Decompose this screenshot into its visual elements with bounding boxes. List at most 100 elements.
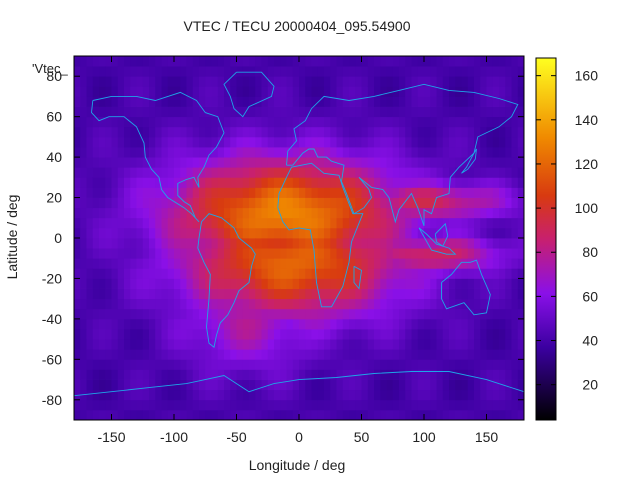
heatmap-cell [511,147,519,158]
heatmap-cell [517,157,525,168]
heatmap-cell [474,329,481,340]
heatmap-cell [192,147,200,158]
heatmap-cell [86,389,94,401]
heatmap-cell [111,258,119,269]
heatmap-cell [386,268,394,279]
heatmap-cell [267,157,275,168]
heatmap-cell [405,308,412,320]
heatmap-cell [161,56,169,67]
heatmap-cell [336,76,344,87]
heatmap-cell [499,136,506,148]
heatmap-cell [361,86,369,97]
heatmap-cell [111,288,119,300]
heatmap-cell [417,349,425,360]
heatmap-cell [230,258,237,269]
heatmap-cell [155,106,162,118]
heatmap-cell [455,298,462,310]
heatmap-cell [149,318,156,330]
heatmap-cell [280,369,287,380]
heatmap-cell [192,96,200,107]
heatmap-cell [192,258,200,269]
heatmap-cell [374,157,381,168]
heatmap-cell [311,227,319,239]
heatmap-cell [424,197,431,209]
heatmap-cell [405,197,412,209]
heatmap-cell [405,329,412,340]
heatmap-cell [236,147,244,158]
heatmap-cell [167,136,175,148]
heatmap-cell [111,369,119,380]
heatmap-cell [436,389,444,401]
heatmap-cell [492,238,500,249]
heatmap-cell [274,116,281,128]
heatmap-cell [449,329,456,340]
heatmap-cell [167,157,175,168]
heatmap-cell [230,217,237,229]
heatmap-cell [442,187,450,198]
heatmap-cell [167,258,175,269]
heatmap-cell [161,177,169,188]
heatmap-cell [124,157,131,168]
heatmap-cell [74,227,81,239]
heatmap-cell [505,116,512,128]
heatmap-cell [355,116,362,128]
heatmap-cell [99,409,106,421]
heatmap-cell [361,126,369,138]
heatmap-cell [449,197,456,209]
heatmap-cell [455,177,462,188]
heatmap-cell [517,126,525,138]
heatmap-cell [86,278,94,289]
heatmap-cell [217,359,225,370]
heatmap-cell [292,379,300,391]
heatmap-cell [517,187,525,198]
heatmap-cell [92,116,100,128]
heatmap-cell [480,227,487,239]
heatmap-cell [380,288,387,300]
heatmap-cell [255,217,262,229]
heatmap-cell [399,409,406,421]
heatmap-cell [130,399,137,411]
heatmap-cell [267,409,275,421]
heatmap-cell [455,147,462,158]
heatmap-cell [136,157,144,168]
heatmap-cell [480,349,487,360]
heatmap-cell [374,308,381,320]
heatmap-cell [186,329,194,340]
heatmap-cell [292,197,300,209]
heatmap-cell [355,56,362,67]
heatmap-cell [180,329,187,340]
heatmap-cell [442,217,450,229]
heatmap-cell [130,409,137,421]
heatmap-cell [86,288,94,300]
heatmap-cell [199,197,206,209]
heatmap-cell [311,147,319,158]
heatmap-cell [342,258,350,269]
heatmap-cell [217,177,225,188]
heatmap-cell [492,227,500,239]
heatmap-cell [92,379,100,391]
heatmap-cell [199,126,206,138]
heatmap-cell [286,349,294,360]
heatmap-cell [286,288,294,300]
heatmap-cell [361,349,369,360]
heatmap-cell [86,76,94,87]
heatmap-cell [86,409,94,421]
heatmap-cell [236,66,244,77]
heatmap-cell [192,167,200,178]
heatmap-cell [74,197,81,209]
heatmap-cells [74,56,525,421]
heatmap-cell [74,399,81,411]
heatmap-cell [292,308,300,320]
heatmap-cell [99,379,106,391]
heatmap-cell [436,116,444,128]
heatmap-cell [142,187,150,198]
heatmap-cell [361,288,369,300]
heatmap-cell [336,298,344,310]
heatmap-cell [324,207,331,219]
heatmap-cell [342,278,350,289]
heatmap-cell [505,227,512,239]
heatmap-cell [192,116,200,128]
heatmap-cell [124,399,131,411]
heatmap-cell [280,359,287,370]
heatmap-cell [180,389,187,401]
